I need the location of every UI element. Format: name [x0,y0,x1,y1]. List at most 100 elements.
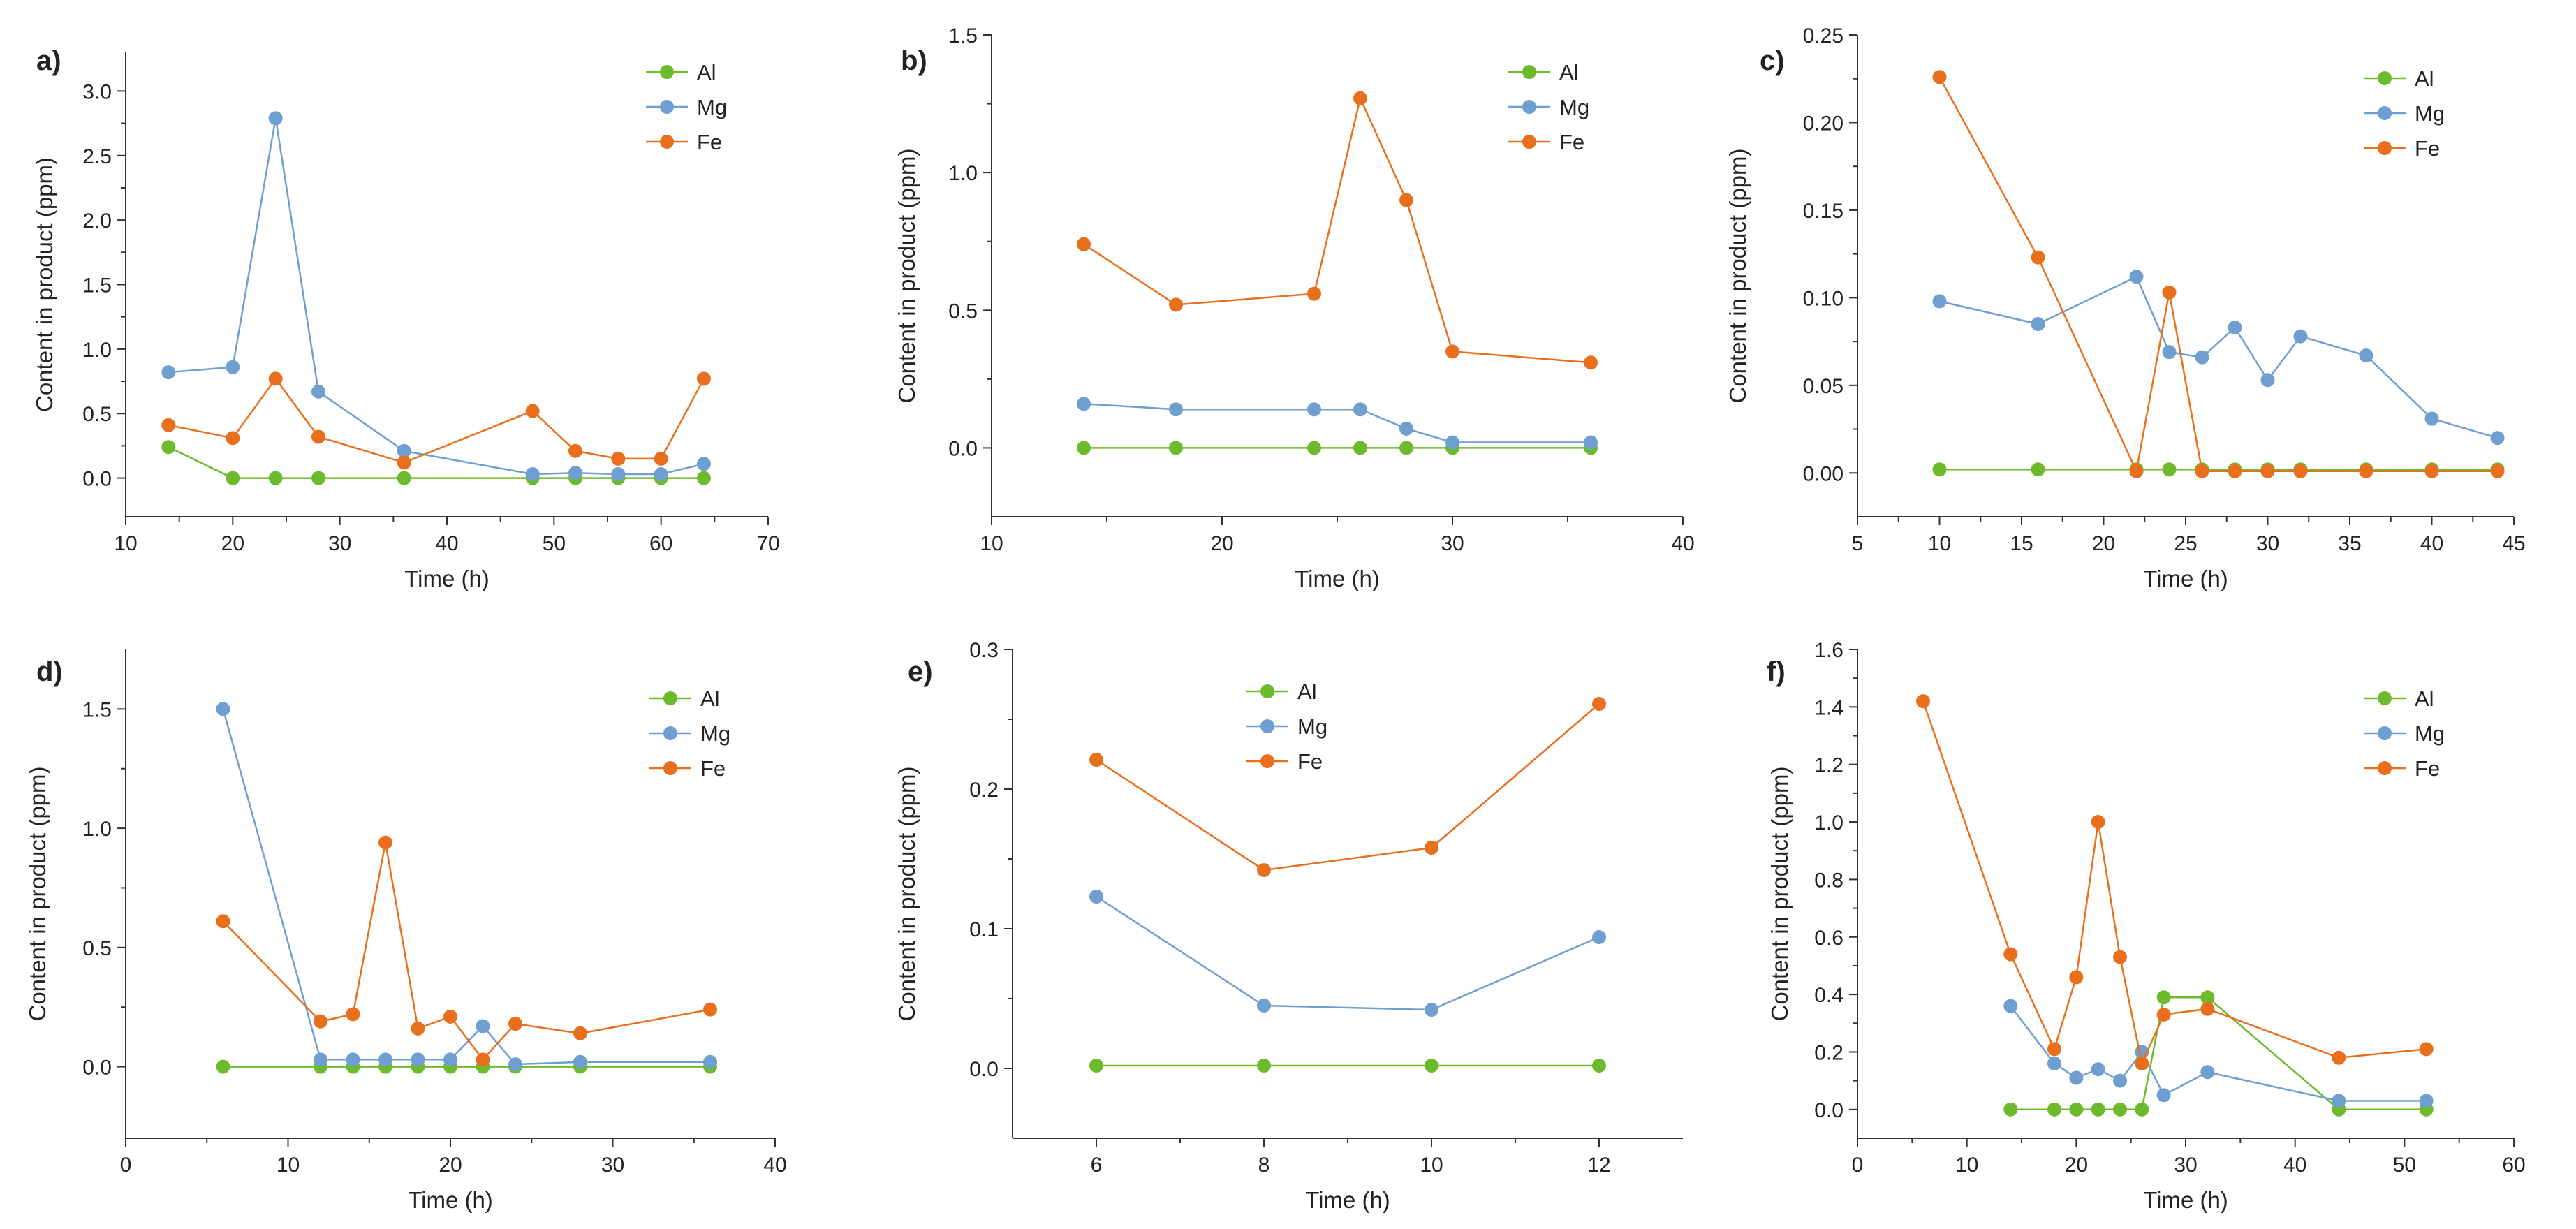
data-point-mg [568,466,582,480]
x-tick-label: 6 [1091,1154,1103,1177]
data-point-mg [2490,431,2505,446]
x-tick-label: 40 [2283,1154,2306,1177]
y-tick-label: 0.5 [948,300,978,323]
legend-marker-fe [2378,761,2392,775]
panel-label: b) [901,45,927,76]
legend-label-mg: Mg [697,95,727,119]
data-point-fe [697,371,711,386]
y-tick-label: 0.4 [1814,984,1843,1007]
chart-panel-4: 0 10 20 30 40 0.0 0.5 1.0 1.5 Time (h) Content in … [24,649,787,1213]
x-tick-label: 40 [435,532,458,555]
data-point-al [2047,1102,2061,1117]
data-point-mg [2228,321,2242,335]
data-point-mg [1077,397,1091,411]
data-point-fe [2228,464,2242,478]
data-point-mg [2293,329,2308,344]
data-point-fe [2047,1042,2061,1057]
data-point-fe [654,451,668,466]
data-point-mg [1353,402,1367,417]
data-point-fe [703,1002,717,1017]
x-tick-label: 40 [763,1154,786,1177]
x-tick-label: 10 [1928,532,1951,555]
data-point-fe [1425,841,1438,855]
panel-label: c) [1760,45,1785,76]
legend-marker-fe [1260,754,1274,768]
data-point-fe [2129,464,2144,478]
y-tick-label: 0.3 [969,639,999,662]
data-point-mg [161,365,176,380]
y-tick-label: 1.0 [82,818,112,841]
x-tick-label: 40 [2420,532,2443,555]
series-line-mg [1083,403,1591,443]
series-line-fe [222,842,711,1061]
legend-label-al: Al [697,60,716,84]
data-point-mg [2419,1094,2434,1108]
x-tick-label: 10 [980,532,1003,555]
x-axis-title: Time (h) [2143,1187,2228,1213]
data-point-fe [508,1017,522,1031]
chart-panel-6: 0 10 20 30 40 50 60 0.0 0.2 0.4 0.6 0.8 1.0 1.2 1.4 1.6… [1767,639,2526,1213]
data-point-fe [2069,970,2084,985]
data-point-fe [161,418,176,432]
data-point-fe [1089,753,1103,767]
x-tick-label: 35 [2338,532,2361,555]
x-tick-label: 10 [114,532,137,555]
legend-label-fe: Fe [2415,136,2440,161]
data-point-fe [2490,464,2505,478]
data-point-fe [2332,1050,2346,1065]
data-point-mg [2156,1088,2171,1103]
legend-label-fe: Fe [697,130,722,154]
data-point-mg [1169,402,1183,417]
panel-label: e) [908,656,933,687]
data-point-mg [2332,1094,2346,1108]
y-tick-label: 0.20 [1803,112,1843,135]
x-tick-label: 30 [328,532,351,555]
data-point-mg [1257,999,1271,1013]
data-point-mg [2162,345,2177,360]
data-point-fe [2260,464,2275,478]
data-point-fe [1399,193,1413,207]
x-tick-label: 0 [120,1154,132,1177]
data-point-fe [2113,950,2127,964]
data-point-fe [1592,697,1606,711]
data-point-mg [525,467,540,482]
x-axis-title: Time (h) [408,1187,493,1213]
data-point-fe [1932,70,1947,84]
y-tick-label: 1.6 [1814,639,1843,662]
legend-marker-fe [663,761,677,775]
x-tick-label: 45 [2502,532,2525,555]
data-point-al [1399,441,1413,455]
data-point-mg [697,457,711,471]
data-point-mg [2260,373,2275,388]
legend-marker-al [2378,71,2392,85]
data-point-al [2162,462,2177,477]
panel-label: f) [1767,656,1786,687]
x-tick-label: 30 [2256,532,2279,555]
data-point-mg [2113,1073,2127,1088]
series-line-fe [1938,76,2498,474]
legend-marker-mg [2378,106,2392,120]
x-tick-label: 10 [277,1154,300,1177]
series-line-al [2010,996,2427,1111]
panel-label: a) [36,45,61,76]
legend-marker-mg [2378,726,2392,740]
data-point-al [697,471,711,485]
data-point-mg [2200,1065,2215,1080]
legend-label-mg: Mg [2415,721,2445,746]
data-point-mg [2359,348,2373,363]
data-point-fe [2424,464,2439,478]
x-tick-label: 10 [1955,1154,1978,1177]
legend-marker-al [1522,65,1536,79]
data-point-mg [397,443,411,458]
y-tick-label: 1.0 [1814,811,1843,834]
data-point-fe [397,455,411,470]
data-point-fe [1077,237,1091,251]
data-point-fe [443,1009,457,1024]
data-point-al [2113,1102,2127,1117]
y-tick-label: 1.2 [1814,754,1843,777]
x-tick-label: 20 [221,532,244,555]
data-point-fe [525,404,540,418]
legend-label-al: Al [2415,66,2434,91]
data-point-fe [611,451,626,466]
legend-label-mg: Mg [2415,101,2445,126]
